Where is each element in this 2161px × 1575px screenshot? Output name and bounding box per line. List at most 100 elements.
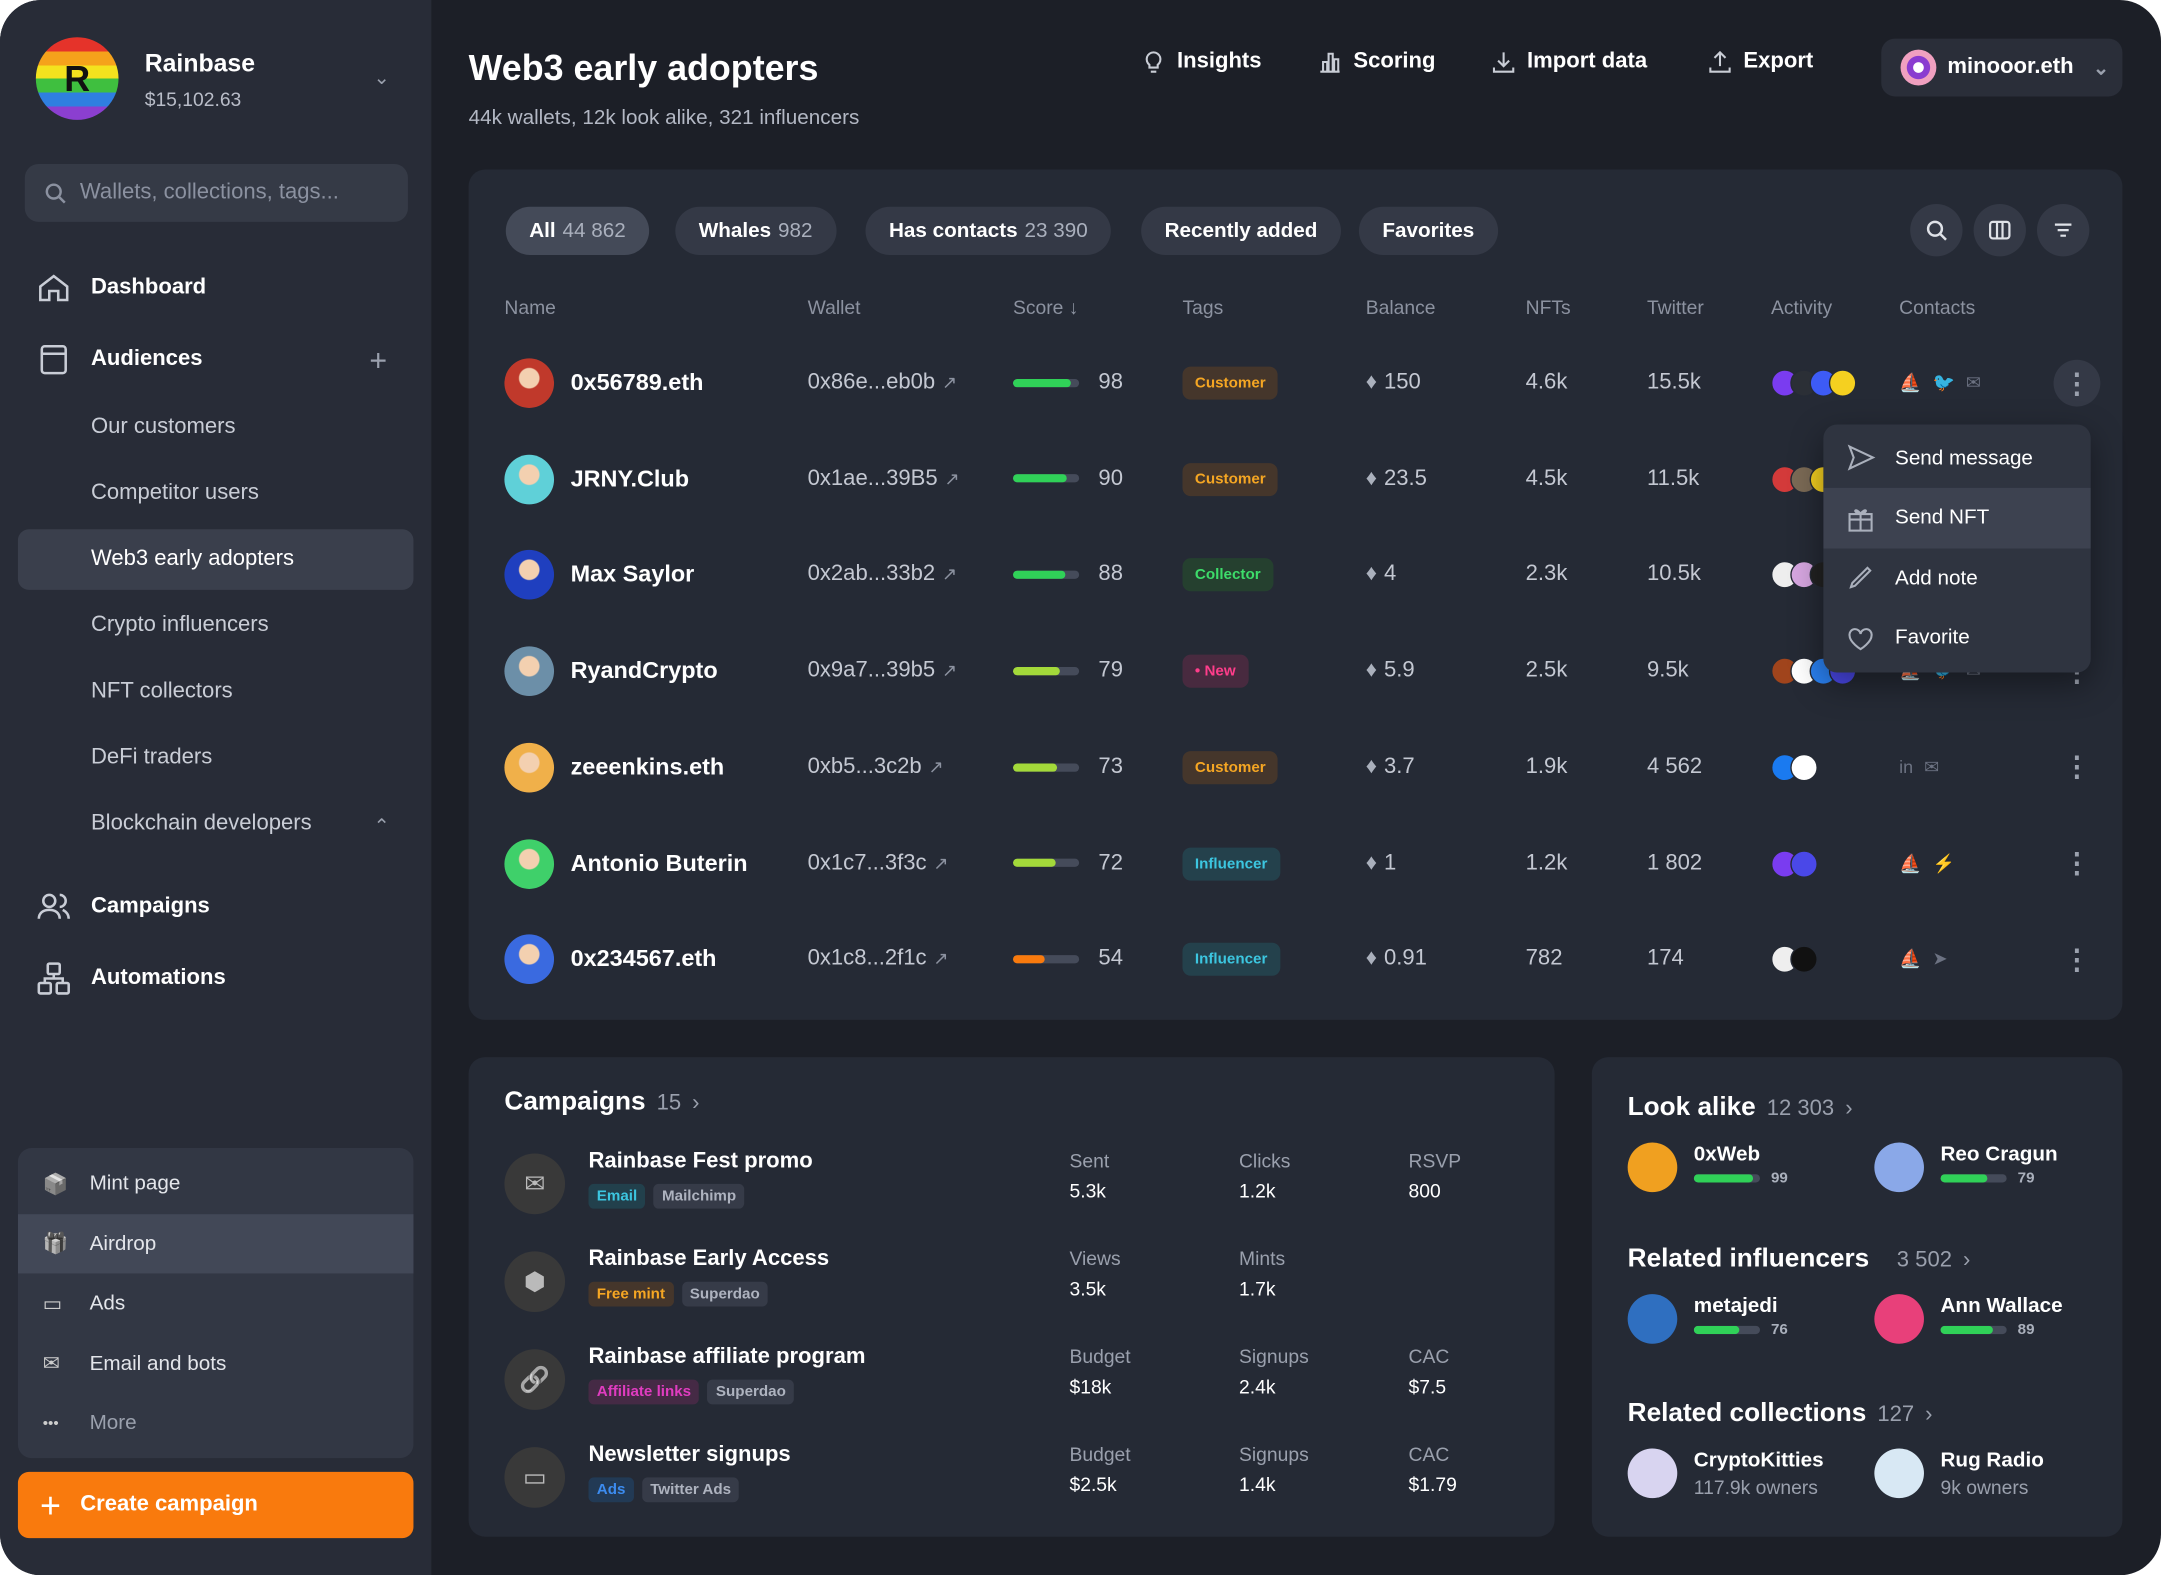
campaign-title[interactable]: Rainbase Fest promo xyxy=(588,1149,813,1173)
collection-item[interactable]: CryptoKitties 117.9k owners xyxy=(1627,1448,1824,1499)
wallet-address[interactable]: 0x9a7...39b5 xyxy=(807,658,936,683)
person-item[interactable]: metajedi 76 xyxy=(1627,1294,1788,1344)
column-header[interactable]: Name xyxy=(504,296,556,319)
name[interactable]: RyandCrypto xyxy=(570,657,718,684)
nav-dashboard[interactable]: Dashboard xyxy=(18,258,414,319)
person-item[interactable]: Reo Cragun 79 xyxy=(1874,1142,2058,1193)
export-button[interactable]: Export xyxy=(1708,50,1813,75)
campaign-item[interactable]: 🔗 Rainbase affiliate program Affiliate lin… xyxy=(504,1345,1524,1414)
section-header-lookalike[interactable]: Look alike 12 303 › xyxy=(1628,1093,1853,1123)
external-link-icon[interactable]: ↗ xyxy=(933,852,949,874)
column-header[interactable]: NFTs xyxy=(1525,296,1571,319)
wallet-address[interactable]: 0x1c7...3f3c xyxy=(807,851,927,875)
menu-item-send-message[interactable]: Send message xyxy=(1823,427,2090,488)
wallet-address[interactable]: 0x2ab...33b2 xyxy=(807,562,936,587)
audience-item[interactable]: DeFi traders xyxy=(18,728,414,789)
contact-icon[interactable]: ⛵ xyxy=(1899,372,1922,393)
tool-item-airdrop[interactable]: 🎁 Airdrop xyxy=(17,1213,414,1273)
campaign-item[interactable]: ✉ Rainbase Fest promo Email Mailchimp Sent 5.… xyxy=(504,1149,1524,1218)
contact-icon[interactable]: ⚡ xyxy=(1932,852,1955,874)
person-item[interactable]: 0xWeb 99 xyxy=(1627,1142,1788,1193)
table-row[interactable]: zeeenkins.eth 0xb5...3c2b ↗ 73 Customer ♦ 3.7 1… xyxy=(504,733,2108,802)
contact-icon[interactable]: ➤ xyxy=(1932,948,1948,970)
table-row[interactable]: RyandCrypto 0x9a7...39b5 ↗ 79 • New ♦ 5.9 2.5k 9… xyxy=(504,637,2108,706)
tool-item-more[interactable]: ••• More xyxy=(18,1393,414,1452)
contact-icon[interactable]: ✉ xyxy=(1924,756,1940,778)
campaign-title[interactable]: Rainbase affiliate program xyxy=(588,1345,866,1369)
nav-audiences[interactable]: Audiences xyxy=(18,329,414,390)
nav-campaigns[interactable]: Campaigns xyxy=(18,877,414,938)
tool-item-email-and-bots[interactable]: ✉ Email and bots xyxy=(18,1333,414,1392)
filter-chip[interactable]: Whales 982 xyxy=(675,206,836,255)
filter-chip[interactable]: Recently added xyxy=(1141,206,1341,255)
row-more-button[interactable]: ⋮ xyxy=(2063,945,2091,976)
column-header[interactable]: Balance xyxy=(1365,296,1436,319)
audience-item[interactable]: NFT collectors xyxy=(18,662,414,723)
tool-item-mint-page[interactable]: 📦 Mint page xyxy=(18,1154,414,1213)
create-campaign-button[interactable]: + Create campaign xyxy=(17,1471,414,1539)
contact-icon[interactable]: 🐦 xyxy=(1932,372,1955,393)
collection-item[interactable]: Rug Radio 9k owners xyxy=(1874,1448,2044,1499)
menu-item-favorite[interactable]: Favorite xyxy=(1823,607,2090,668)
wallet-address[interactable]: 0x1ae...39B5 xyxy=(807,466,938,491)
collapse-chevron-up-icon[interactable]: ⌃ xyxy=(373,814,390,837)
activity-app-icon[interactable] xyxy=(1790,753,1818,782)
wallet-address[interactable]: 0x86e...eb0b xyxy=(807,370,936,395)
tool-item-ads[interactable]: ▭ Ads xyxy=(18,1273,414,1332)
contact-icon[interactable]: ⛵ xyxy=(1899,948,1922,970)
contact-icon[interactable]: ⛵ xyxy=(1899,852,1922,874)
name[interactable]: JRNY.Club xyxy=(570,465,690,492)
campaigns-header[interactable]: Campaigns 15 › xyxy=(504,1087,699,1117)
section-header-influencers[interactable]: Related influencers 3 502 › xyxy=(1628,1245,1971,1275)
campaign-title[interactable]: Rainbase Early Access xyxy=(588,1247,830,1271)
campaign-title[interactable]: Newsletter signups xyxy=(588,1442,791,1467)
activity-app-icon[interactable] xyxy=(1790,849,1818,878)
name[interactable]: zeeenkins.eth xyxy=(570,753,725,780)
external-link-icon[interactable]: ↗ xyxy=(928,756,944,778)
column-header[interactable]: Score ↓ xyxy=(1012,296,1079,319)
campaign-item[interactable]: ⬢ Rainbase Early Access Free mint Superdao V… xyxy=(504,1247,1524,1316)
person-item[interactable]: Ann Wallace 89 xyxy=(1874,1294,2063,1344)
menu-item-add-note[interactable]: Add note xyxy=(1823,547,2090,608)
external-link-icon[interactable]: ↗ xyxy=(942,372,958,393)
row-more-button[interactable]: ⋮ xyxy=(2063,752,2091,784)
wallet-address[interactable]: 0x1c8...2f1c xyxy=(807,947,927,971)
search-input[interactable]: Wallets, collections, tags... xyxy=(24,164,408,222)
audience-item[interactable]: Blockchain developers xyxy=(18,794,414,855)
filter-chip[interactable]: Favorites xyxy=(1358,206,1498,255)
external-link-icon[interactable]: ↗ xyxy=(942,660,958,681)
column-header[interactable]: Wallet xyxy=(807,296,861,319)
contact-icon[interactable]: ✉ xyxy=(1965,372,1981,393)
table-row[interactable]: Max Saylor 0x2ab...33b2 ↗ 88 Collector ♦ 4 2.3k… xyxy=(504,541,2108,610)
column-header[interactable]: Tags xyxy=(1182,296,1224,319)
scoring-button[interactable]: Scoring xyxy=(1318,50,1435,75)
table-row[interactable]: 0x56789.eth 0x86e...eb0b ↗ 98 Customer ♦ 150 4.… xyxy=(504,349,2108,418)
column-header[interactable]: Twitter xyxy=(1646,296,1704,319)
wallet-address[interactable]: 0xb5...3c2b xyxy=(807,754,922,779)
activity-app-icon[interactable] xyxy=(1828,369,1857,397)
column-header[interactable]: Activity xyxy=(1770,296,1833,319)
section-header-collections[interactable]: Related collections 127 › xyxy=(1628,1399,1933,1429)
audience-item[interactable]: Our customers xyxy=(18,397,414,458)
nav-automations[interactable]: Automations xyxy=(18,948,414,1009)
audience-item[interactable]: Competitor users xyxy=(18,463,414,524)
filter-chip[interactable]: Has contacts 23 390 xyxy=(865,206,1112,255)
column-header[interactable]: Contacts xyxy=(1899,296,1976,319)
columns-button[interactable] xyxy=(1973,203,2026,257)
account-chevron-down-icon[interactable]: ⌄ xyxy=(373,66,390,89)
table-search-button[interactable] xyxy=(1910,203,1963,257)
name[interactable]: 0x56789.eth xyxy=(570,369,704,396)
filter-chip[interactable]: All 44 862 xyxy=(505,206,650,255)
row-more-button[interactable]: ⋮ xyxy=(2053,359,2101,407)
table-row[interactable]: 0x234567.eth 0x1c8...2f1c ↗ 54 Influencer ♦ 0.… xyxy=(504,925,2108,994)
audience-item[interactable]: Crypto influencers xyxy=(18,595,414,656)
external-link-icon[interactable]: ↗ xyxy=(942,564,958,585)
name[interactable]: 0x234567.eth xyxy=(570,945,717,972)
name[interactable]: Max Saylor xyxy=(570,561,695,588)
table-row[interactable]: Antonio Buterin 0x1c7...3f3c ↗ 72 Influencer… xyxy=(504,829,2108,898)
insights-button[interactable]: Insights xyxy=(1141,50,1262,75)
filter-button[interactable] xyxy=(2036,203,2090,257)
external-link-icon[interactable]: ↗ xyxy=(933,948,949,970)
name[interactable]: Antonio Buterin xyxy=(570,849,748,876)
add-audience-plus-icon[interactable]: + xyxy=(369,343,388,378)
